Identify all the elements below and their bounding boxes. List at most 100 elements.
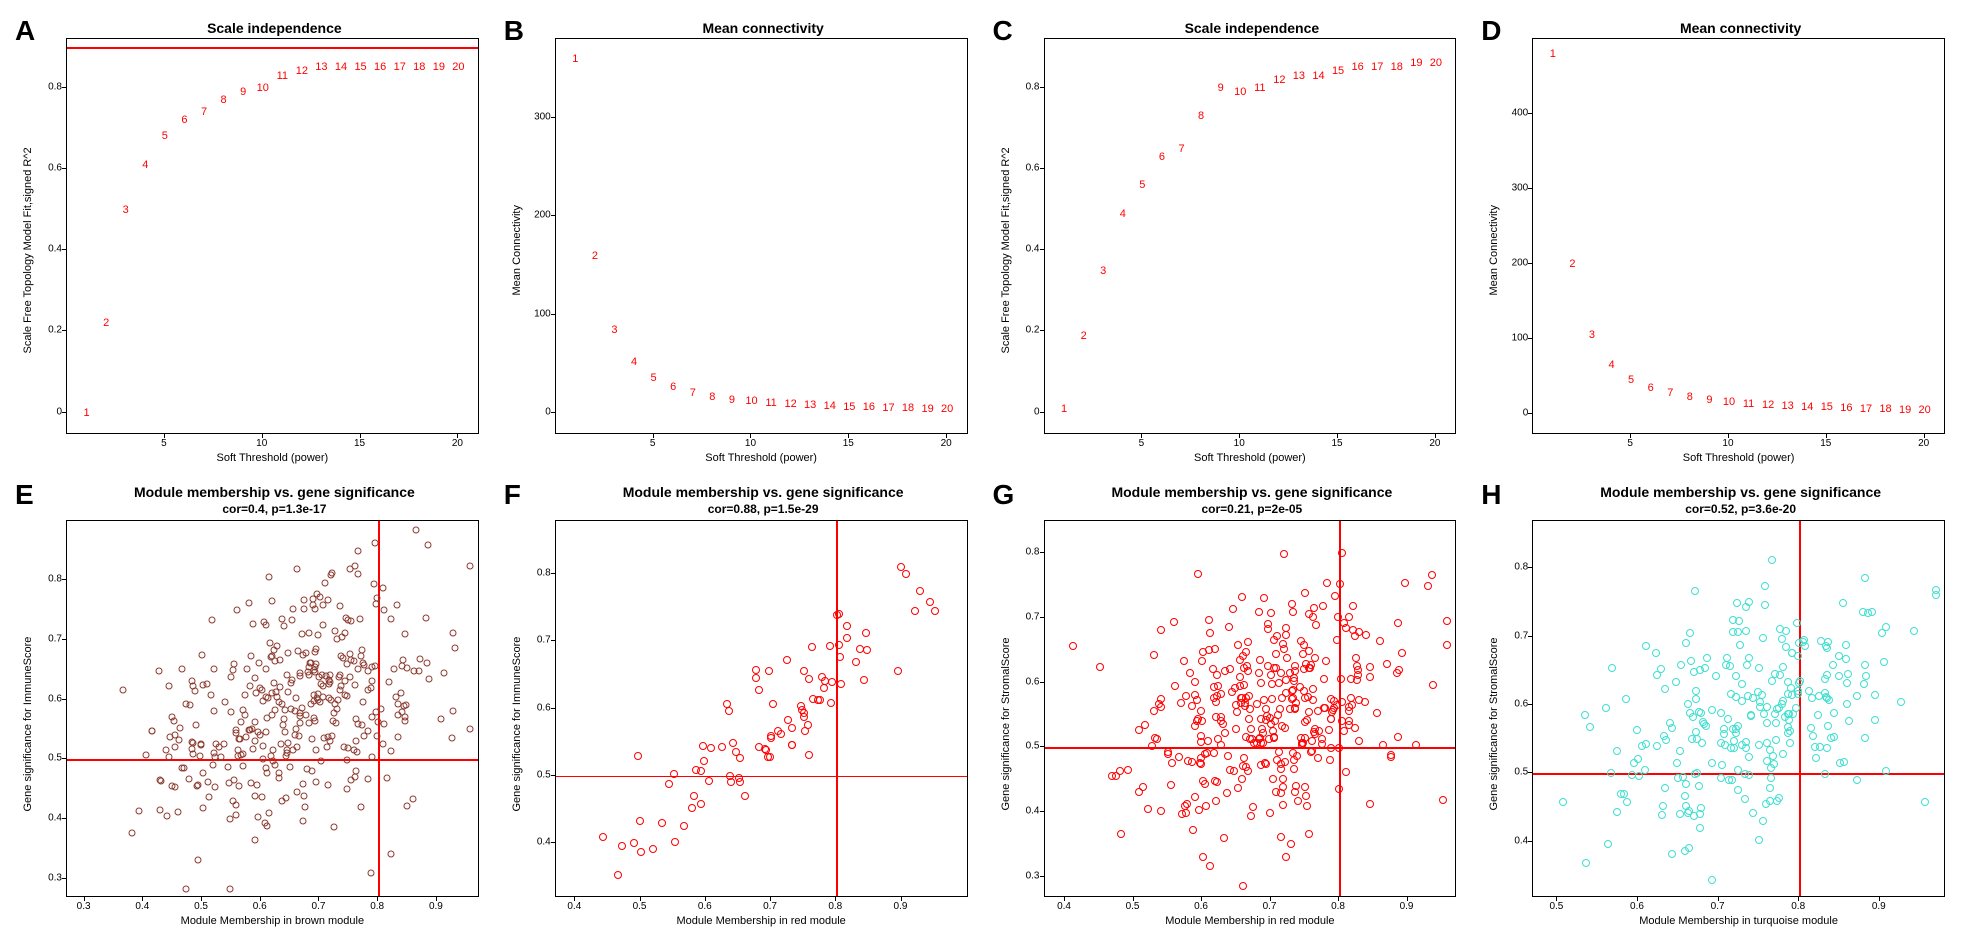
chart-title: Mean connectivity: [559, 20, 968, 36]
data-point: [1387, 753, 1395, 761]
data-point: [1144, 805, 1152, 813]
data-point: [1225, 623, 1233, 631]
data-point: [199, 682, 206, 689]
data-point: [1763, 719, 1771, 727]
data-point: [1266, 714, 1274, 722]
x-axis-area: Soft Threshold (power)5101520: [1044, 434, 1457, 464]
y-tick-label: 0.8: [1026, 546, 1040, 557]
data-point: [331, 627, 338, 634]
data-point: [1373, 709, 1381, 717]
data-point: [1755, 664, 1763, 672]
data-point: [1439, 796, 1447, 804]
x-tick-mark: [835, 897, 836, 901]
data-point: [1233, 708, 1241, 716]
data-point: 11: [1254, 82, 1265, 94]
chart-area: Gene significance for ImmuneScore0.40.50…: [509, 520, 968, 928]
data-point: [365, 686, 372, 693]
data-point: [1607, 769, 1615, 777]
data-point: [1336, 580, 1344, 588]
data-point: [649, 845, 657, 853]
data-point: [697, 767, 705, 775]
data-point: [295, 648, 302, 655]
data-point: [334, 635, 341, 642]
data-point: 4: [142, 159, 148, 171]
x-tick-label: 0.3: [77, 901, 91, 912]
data-point: [230, 660, 237, 667]
data-point: [1335, 744, 1343, 752]
data-point: [736, 754, 744, 762]
y-tick-label: 200: [534, 210, 551, 221]
x-tick-label: 0.9: [1872, 901, 1886, 912]
data-point: [177, 724, 184, 731]
data-point: [347, 566, 354, 573]
data-point: 3: [611, 324, 617, 336]
data-point: 10: [1234, 86, 1246, 98]
data-point: [1351, 632, 1359, 640]
data-point: [1148, 742, 1156, 750]
data-point: [1768, 677, 1776, 685]
data-point: [1732, 672, 1740, 680]
data-point: [1164, 748, 1172, 756]
data-point: [1325, 726, 1333, 734]
data-point: [1305, 830, 1313, 838]
data-point: [1273, 632, 1281, 640]
y-tick-label: 100: [534, 308, 551, 319]
data-point: [1202, 802, 1210, 810]
data-point: [227, 674, 234, 681]
data-point: [1264, 625, 1272, 633]
data-point: [1394, 619, 1402, 627]
panel-H: HModule membership vs. gene significance…: [1486, 484, 1945, 928]
data-point: 20: [452, 61, 464, 73]
data-point: [265, 574, 272, 581]
data-point: [217, 754, 224, 761]
data-point: [1229, 605, 1237, 613]
data-point: [1234, 641, 1242, 649]
data-point: [1376, 637, 1384, 645]
data-point: [249, 621, 256, 628]
x-tick-label: 0.8: [828, 901, 842, 912]
x-tick-mark: [164, 434, 165, 438]
data-point: [313, 779, 320, 786]
data-point: [805, 751, 813, 759]
data-point: [1766, 797, 1774, 805]
data-point: [1327, 715, 1335, 723]
data-point: [800, 709, 808, 717]
data-point: [665, 780, 673, 788]
data-point: [1247, 812, 1255, 820]
data-point: [252, 836, 259, 843]
data-point: [1150, 651, 1158, 659]
data-point: [1288, 600, 1296, 608]
data-point: [355, 548, 362, 555]
x-tick-label: 15: [1820, 438, 1831, 449]
data-point: [1697, 804, 1705, 812]
y-tick-label: 0.7: [1514, 630, 1528, 641]
x-tick-label: 0.6: [1630, 901, 1644, 912]
x-tick-label: 10: [1722, 438, 1733, 449]
panel-letter: D: [1481, 15, 1501, 47]
reference-hline: [67, 47, 478, 49]
data-point: [1788, 691, 1796, 699]
data-point: [856, 645, 864, 653]
x-tick-mark: [1239, 434, 1240, 438]
data-point: [306, 630, 313, 637]
y-tick-label: 0.4: [537, 836, 551, 847]
data-point: [634, 752, 642, 760]
data-point: [1180, 657, 1188, 665]
panel-letter: A: [15, 15, 35, 47]
x-axis-label: Soft Threshold (power): [555, 452, 968, 464]
data-point: [680, 822, 688, 830]
data-point: [299, 818, 306, 825]
data-point: [252, 674, 259, 681]
x-tick-label: 0.6: [1194, 901, 1208, 912]
plot-column: Module Membership in red module0.40.50.6…: [555, 520, 968, 928]
data-point: [359, 698, 366, 705]
data-point: 13: [804, 399, 816, 411]
data-point: [1882, 623, 1890, 631]
data-point: 9: [1218, 82, 1224, 94]
x-tick-label: 5: [650, 438, 656, 449]
data-point: 19: [921, 403, 933, 415]
plot-column: 1234567891011121314151617181920Soft Thre…: [1532, 38, 1945, 464]
data-point: [346, 650, 353, 657]
figure-grid: AScale independenceScale Free Topology M…: [20, 20, 1945, 927]
data-point: [765, 667, 773, 675]
